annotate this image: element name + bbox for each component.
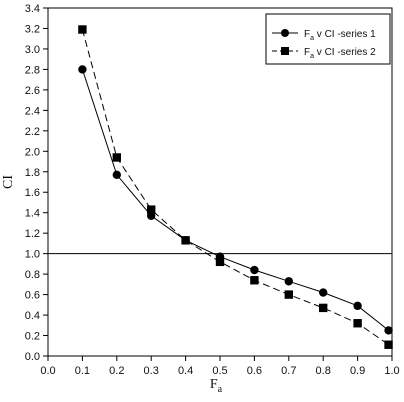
series-2-point: [319, 303, 328, 313]
x-tick-label: 0.9: [350, 365, 365, 377]
series-1-point: [353, 301, 362, 311]
x-tick-label: 0.0: [40, 365, 55, 377]
legend: Fa v CI -series 1 Fa v CI -series 2: [265, 13, 391, 65]
series-1-point: [319, 288, 328, 297]
x-tick-label: 0.3: [144, 365, 159, 377]
series-2-point: [250, 276, 259, 285]
legend-box: [265, 13, 391, 65]
series-1-line: [81, 69, 389, 331]
x-tick-label: 0.8: [316, 365, 331, 377]
y-tick-label: 2.6: [25, 85, 40, 97]
legend-series-2-marker: [281, 47, 289, 55]
x-tick-label: 0.2: [109, 365, 124, 377]
y-axis-title: CI: [1, 175, 16, 189]
legend-series-2-label: Fa v CI -series 2: [304, 47, 376, 60]
x-axis-title-sub: a: [218, 384, 223, 395]
x-tick-label: 1.0: [384, 365, 399, 377]
legend-series-2-sub: a: [310, 53, 314, 60]
series-2-point: [78, 25, 87, 34]
series-1-point: [250, 265, 259, 275]
y-tick-label: 1.0: [25, 249, 40, 261]
y-tick-label: 0.8: [25, 269, 40, 281]
y-tick-label: 2.4: [25, 105, 40, 117]
y-tick-label: 0.6: [25, 290, 40, 302]
y-tick-label: 0.0: [25, 351, 40, 363]
y-tick-label: 0.2: [25, 331, 40, 343]
x-axis-title-main: F: [210, 377, 218, 392]
series-2-point: [215, 257, 225, 267]
x-axis-title: Fa: [210, 377, 223, 395]
y-tick-label: 1.4: [25, 208, 40, 220]
series-2-point: [284, 290, 293, 299]
x-tick-label: 0.5: [212, 365, 227, 377]
legend-series-2-suffix: v CI -series 2: [314, 47, 376, 58]
y-tick-label: 0.4: [25, 310, 40, 322]
series-2-line: [81, 29, 389, 346]
series-2-point: [353, 319, 362, 328]
y-tick-label: 2.0: [25, 146, 40, 158]
series-1-point: [112, 170, 122, 180]
x-tick-label: 0.1: [75, 365, 90, 377]
y-tick-label: 1.8: [25, 167, 40, 179]
series-2-point: [181, 236, 190, 245]
legend-series-2-prefix: F: [304, 47, 310, 58]
x-tick-label: 0.7: [281, 365, 296, 377]
x-tick-label: 0.6: [247, 365, 262, 377]
legend-series-1-label: Fa v CI -series 1: [304, 29, 376, 42]
series-1-point: [384, 326, 393, 335]
y-tick-label: 2.8: [25, 64, 40, 76]
series-2-point: [384, 340, 393, 349]
x-tick-label: 0.4: [178, 365, 193, 377]
y-tick-label: 3.0: [25, 44, 40, 56]
series-2-point: [147, 205, 156, 214]
legend-series-1-prefix: F: [304, 29, 310, 40]
y-tick-label: 2.2: [25, 126, 40, 138]
legend-series-1-suffix: v CI -series 1: [314, 29, 376, 40]
series-1-point: [284, 277, 293, 286]
legend-series-1-marker: [281, 29, 289, 37]
y-tick-label: 1.6: [25, 187, 40, 199]
y-tick-label: 3.4: [25, 3, 40, 15]
series-1-point: [78, 65, 87, 74]
y-tick-label: 3.2: [25, 23, 40, 35]
legend-series-1-sub: a: [310, 35, 314, 42]
y-tick-label: 1.2: [25, 228, 40, 240]
series-2-point: [112, 153, 121, 162]
